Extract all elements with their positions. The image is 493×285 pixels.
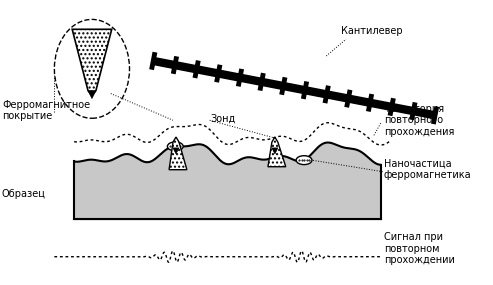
- Text: Ферромагнитное
покрытие: Ферромагнитное покрытие: [2, 99, 90, 121]
- Polygon shape: [272, 148, 278, 154]
- Ellipse shape: [168, 142, 183, 151]
- Polygon shape: [88, 91, 96, 99]
- Text: Сигнал при
повторном
прохождении: Сигнал при повторном прохождении: [384, 232, 455, 265]
- Text: Траектория
повторного
прохождения: Траектория повторного прохождения: [384, 104, 454, 137]
- Ellipse shape: [296, 156, 312, 165]
- Text: Кантилевер: Кантилевер: [341, 26, 403, 36]
- Polygon shape: [72, 29, 112, 95]
- Polygon shape: [173, 148, 179, 154]
- Polygon shape: [169, 137, 187, 170]
- Text: Наночастица
ферромагнетика: Наночастица ферромагнетика: [384, 159, 471, 180]
- Text: Образец: Образец: [2, 190, 46, 199]
- Polygon shape: [268, 137, 286, 167]
- Ellipse shape: [54, 19, 130, 118]
- Text: Зонд: Зонд: [211, 113, 236, 123]
